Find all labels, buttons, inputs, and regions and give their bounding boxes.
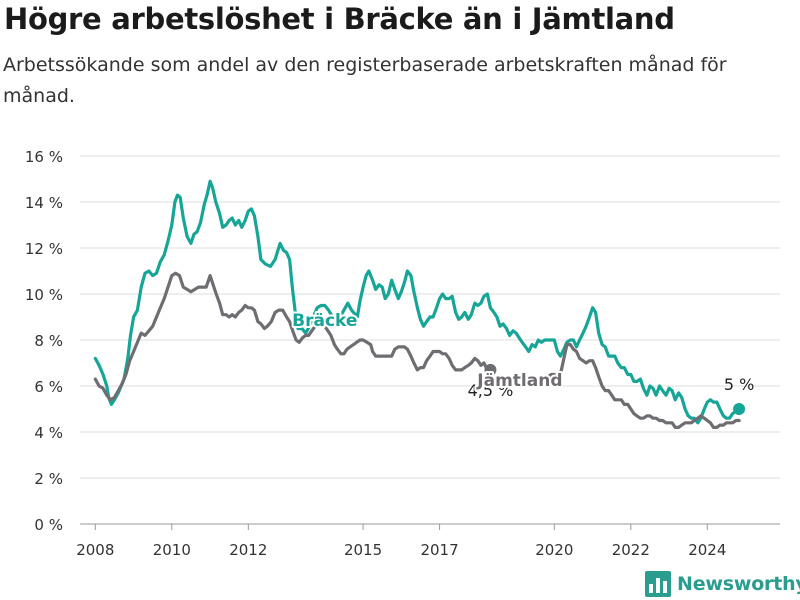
series-label-1: Jämtland <box>476 371 562 391</box>
series-labels: 5 % 4,5 % Bräcke Jämtland <box>290 309 754 400</box>
x-tick-label: 2012 <box>229 541 267 559</box>
x-tick-label: 2017 <box>420 541 458 559</box>
y-tick-label: 16 % <box>25 148 63 166</box>
bar-chart-logo-icon <box>645 571 671 597</box>
series-label-0: Bräcke <box>292 311 357 331</box>
x-tick-label: 2008 <box>76 541 114 559</box>
y-tick-label: 4 % <box>34 424 63 442</box>
chart-title: Högre arbetslöshet i Bräcke än i Jämtlan… <box>4 2 675 36</box>
series-line-2 <box>543 343 741 429</box>
end-point-bracke <box>733 403 746 415</box>
y-tick-label: 2 % <box>34 470 63 488</box>
end-label-jamtland: 4,5 % <box>468 381 514 400</box>
y-tick-label: 0 % <box>34 516 63 534</box>
brand-name: Newsworthy <box>677 573 800 595</box>
newsworthy-brand: Newsworthy <box>645 569 800 599</box>
y-axis-ticks: 0 % 2 % 4 % 6 % 8 % 10 % 12 % 14 % 16 % <box>25 148 63 534</box>
x-tick-label: 2020 <box>535 541 573 559</box>
y-tick-label: 10 % <box>25 286 63 304</box>
x-axis-ticks: 2008 2010 2012 2015 2017 2020 2022 2024 <box>76 524 726 559</box>
y-tick-label: 14 % <box>25 194 63 212</box>
x-tick-label: 2022 <box>612 541 650 559</box>
end-point-jamtland <box>484 363 497 376</box>
end-label-bracke: 5 % <box>724 375 754 394</box>
series-line-1 <box>93 271 492 402</box>
series-line-0 <box>93 179 741 425</box>
y-tick-label: 12 % <box>25 240 63 258</box>
y-tick-label: 6 % <box>34 378 63 396</box>
series-lines <box>93 179 746 429</box>
gridlines <box>80 155 780 525</box>
x-tick-label: 2010 <box>153 541 191 559</box>
x-tick-label: 2015 <box>344 541 382 559</box>
y-tick-label: 8 % <box>34 332 63 350</box>
x-tick-label: 2024 <box>688 541 726 559</box>
chart-subtitle: Arbetssökande som andel av den registerb… <box>3 54 727 107</box>
